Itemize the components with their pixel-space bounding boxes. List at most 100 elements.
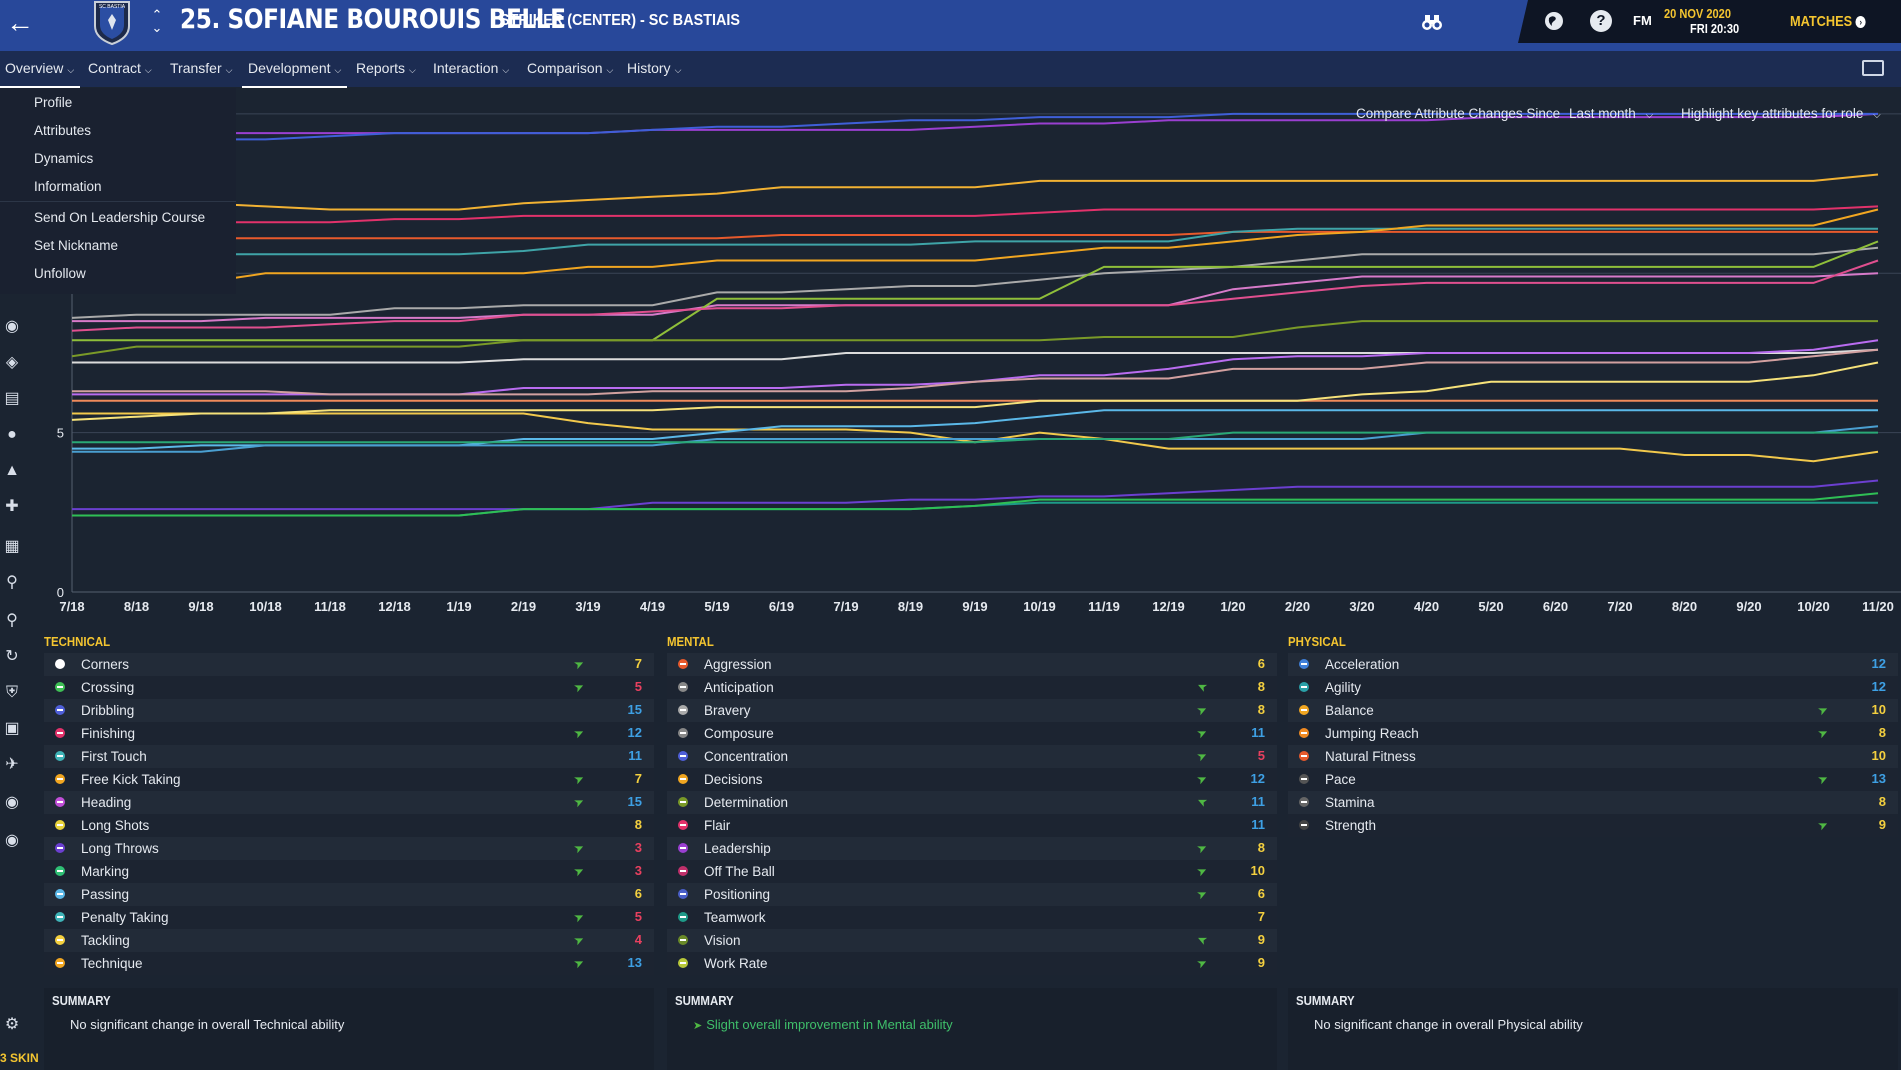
attribute-row[interactable]: Balance ➤ 10 xyxy=(1288,699,1898,722)
highlight-dropdown[interactable]: Highlight key attributes for role ⌵ xyxy=(1681,106,1881,121)
attribute-row[interactable]: Determination ➤ 11 xyxy=(667,791,1277,814)
series-line-10[interactable] xyxy=(72,240,1879,342)
calendar-icon[interactable]: ▦ xyxy=(4,538,20,555)
series-line-1[interactable] xyxy=(72,112,1879,135)
series-line-17[interactable] xyxy=(72,412,1879,463)
current-date[interactable]: 20 NOV 2020 xyxy=(1664,6,1731,21)
attribute-row[interactable]: First Touch 11 xyxy=(44,745,654,768)
series-line-22[interactable] xyxy=(72,479,1879,511)
tab-reports[interactable]: Reports ⌵ xyxy=(356,60,416,76)
club-crest-icon[interactable]: SC BASTIA xyxy=(92,0,132,45)
attribute-row[interactable]: Acceleration 12 xyxy=(1288,653,1898,676)
attribute-row[interactable]: Strength ➤ 9 xyxy=(1288,814,1898,837)
attribute-row[interactable]: Long Shots 8 xyxy=(44,814,654,837)
tab-contract[interactable]: Contract ⌵ xyxy=(88,60,152,76)
series-line-2[interactable] xyxy=(72,112,1878,141)
attribute-row[interactable]: Crossing ➤ 5 xyxy=(44,676,654,699)
tab-transfer[interactable]: Transfer ⌵ xyxy=(170,60,232,76)
series-line-5[interactable] xyxy=(72,230,1878,240)
menu-item-information[interactable]: Information xyxy=(34,179,102,194)
attribute-row[interactable]: Long Throws ➤ 3 xyxy=(44,837,654,860)
club-icon[interactable]: ⛨ xyxy=(5,684,18,701)
series-line-3[interactable] xyxy=(72,173,1879,211)
tab-interaction[interactable]: Interaction ⌵ xyxy=(433,60,509,76)
menu-item-attributes[interactable]: Attributes xyxy=(34,123,92,138)
back-arrow-icon[interactable]: ← xyxy=(6,7,34,38)
player-switch-icon[interactable]: ⌃ ⌄ xyxy=(151,7,163,35)
medical-icon[interactable]: ✚ xyxy=(5,498,19,515)
series-line-9[interactable] xyxy=(71,246,1879,319)
attribute-row[interactable]: Composure ➤ 11 xyxy=(667,722,1277,745)
matches-button[interactable]: MATCHES › xyxy=(1790,13,1866,30)
series-line-13[interactable] xyxy=(72,348,1879,364)
cone-icon[interactable]: ▲ xyxy=(4,462,20,479)
attribute-row[interactable]: Finishing ➤ 12 xyxy=(44,722,654,745)
attribute-row[interactable]: Natural Fitness 10 xyxy=(1288,745,1898,768)
tactics-icon[interactable]: ◈ xyxy=(5,354,19,371)
menu-item-unfollow[interactable]: Unfollow xyxy=(34,266,86,281)
attribute-row[interactable]: Aggression 6 xyxy=(667,653,1277,676)
attribute-row[interactable]: Dribbling 15 xyxy=(44,699,654,722)
compare-since-dropdown[interactable]: Last month ⌵ xyxy=(1569,106,1653,121)
series-line-12[interactable] xyxy=(71,320,1878,358)
series-line-21[interactable] xyxy=(72,431,1878,444)
series-line-11[interactable] xyxy=(71,259,1879,332)
series-line-6[interactable] xyxy=(72,227,1878,256)
attribute-row[interactable]: Anticipation ➤ 8 xyxy=(667,676,1277,699)
attribute-row[interactable]: Positioning ➤ 6 xyxy=(667,883,1277,906)
series-line-7[interactable] xyxy=(71,208,1879,287)
series-line-24[interactable] xyxy=(72,492,1879,517)
attribute-row[interactable]: Work Rate ➤ 9 xyxy=(667,952,1277,975)
binoculars-icon[interactable]: ⚲ xyxy=(6,612,18,629)
attribute-row[interactable]: Jumping Reach ➤ 8 xyxy=(1288,722,1898,745)
series-line-14[interactable] xyxy=(72,339,1879,396)
transfers-icon[interactable]: ↻ xyxy=(5,648,19,665)
binoculars-icon[interactable] xyxy=(1420,10,1444,34)
attribute-row[interactable]: Teamwork 7 xyxy=(667,906,1277,929)
current-time[interactable]: FRI 20:30 xyxy=(1690,21,1740,36)
attribute-row[interactable]: Flair 11 xyxy=(667,814,1277,837)
tab-development[interactable]: Development ⌵ xyxy=(241,60,348,88)
attribute-row[interactable]: Technique ➤ 13 xyxy=(44,952,654,975)
attribute-row[interactable]: Leadership ➤ 8 xyxy=(667,837,1277,860)
question-icon[interactable]: ? xyxy=(1590,10,1612,32)
tab-comparison[interactable]: Comparison ⌵ xyxy=(527,60,613,76)
attribute-row[interactable]: Tackling ➤ 4 xyxy=(44,929,654,952)
attribute-row[interactable]: Penalty Taking ➤ 5 xyxy=(44,906,654,929)
tab-history[interactable]: History ⌵ xyxy=(627,60,681,76)
attribute-row[interactable]: Agility 12 xyxy=(1288,676,1898,699)
reserves-icon[interactable]: ◉ xyxy=(5,794,19,811)
series-line-15[interactable] xyxy=(72,348,1879,396)
tab-overview[interactable]: Overview ⌵ xyxy=(0,60,81,88)
trophy-icon[interactable]: ⚲ xyxy=(6,574,18,591)
settings-icon[interactable]: ⚙ xyxy=(4,1016,20,1033)
training-icon[interactable]: ● xyxy=(7,426,17,443)
attribute-row[interactable]: Corners ➤ 7 xyxy=(44,653,654,676)
series-line-18[interactable] xyxy=(71,361,1879,421)
world-icon[interactable] xyxy=(1543,10,1565,32)
player-role[interactable]: STRIKER (CENTER) - SC BASTIAIS xyxy=(500,12,741,29)
scouting-icon[interactable]: ✈ xyxy=(5,756,19,773)
dashboard-icon[interactable]: ◉ xyxy=(5,318,19,335)
attribute-row[interactable]: Stamina 8 xyxy=(1288,791,1898,814)
attribute-row[interactable]: Passing 6 xyxy=(44,883,654,906)
attribute-row[interactable]: Concentration ➤ 5 xyxy=(667,745,1277,768)
menu-item-dynamics[interactable]: Dynamics xyxy=(34,151,94,166)
menu-item-leadership-course[interactable]: Send On Leadership Course xyxy=(34,210,206,225)
attribute-row[interactable]: Decisions ➤ 12 xyxy=(667,768,1277,791)
finances-icon[interactable]: ▣ xyxy=(4,720,20,737)
attribute-row[interactable]: Heading ➤ 15 xyxy=(44,791,654,814)
clipboard-icon[interactable]: ▤ xyxy=(4,390,20,407)
attribute-row[interactable]: Free Kick Taking ➤ 7 xyxy=(44,768,654,791)
attribute-row[interactable]: Pace ➤ 13 xyxy=(1288,768,1898,791)
attribute-row[interactable]: Off The Ball ➤ 10 xyxy=(667,860,1277,883)
attribute-row[interactable]: Vision ➤ 9 xyxy=(667,929,1277,952)
youth-icon[interactable]: ◉ xyxy=(5,832,19,849)
fm-logo[interactable]: FM xyxy=(1633,13,1652,28)
menu-item-set-nickname[interactable]: Set Nickname xyxy=(34,238,119,253)
attribute-row[interactable]: Marking ➤ 3 xyxy=(44,860,654,883)
menu-item-profile[interactable]: Profile xyxy=(34,95,73,110)
series-line-4[interactable] xyxy=(72,205,1879,224)
monitor-icon[interactable] xyxy=(1862,60,1884,76)
attribute-row[interactable]: Bravery ➤ 8 xyxy=(667,699,1277,722)
